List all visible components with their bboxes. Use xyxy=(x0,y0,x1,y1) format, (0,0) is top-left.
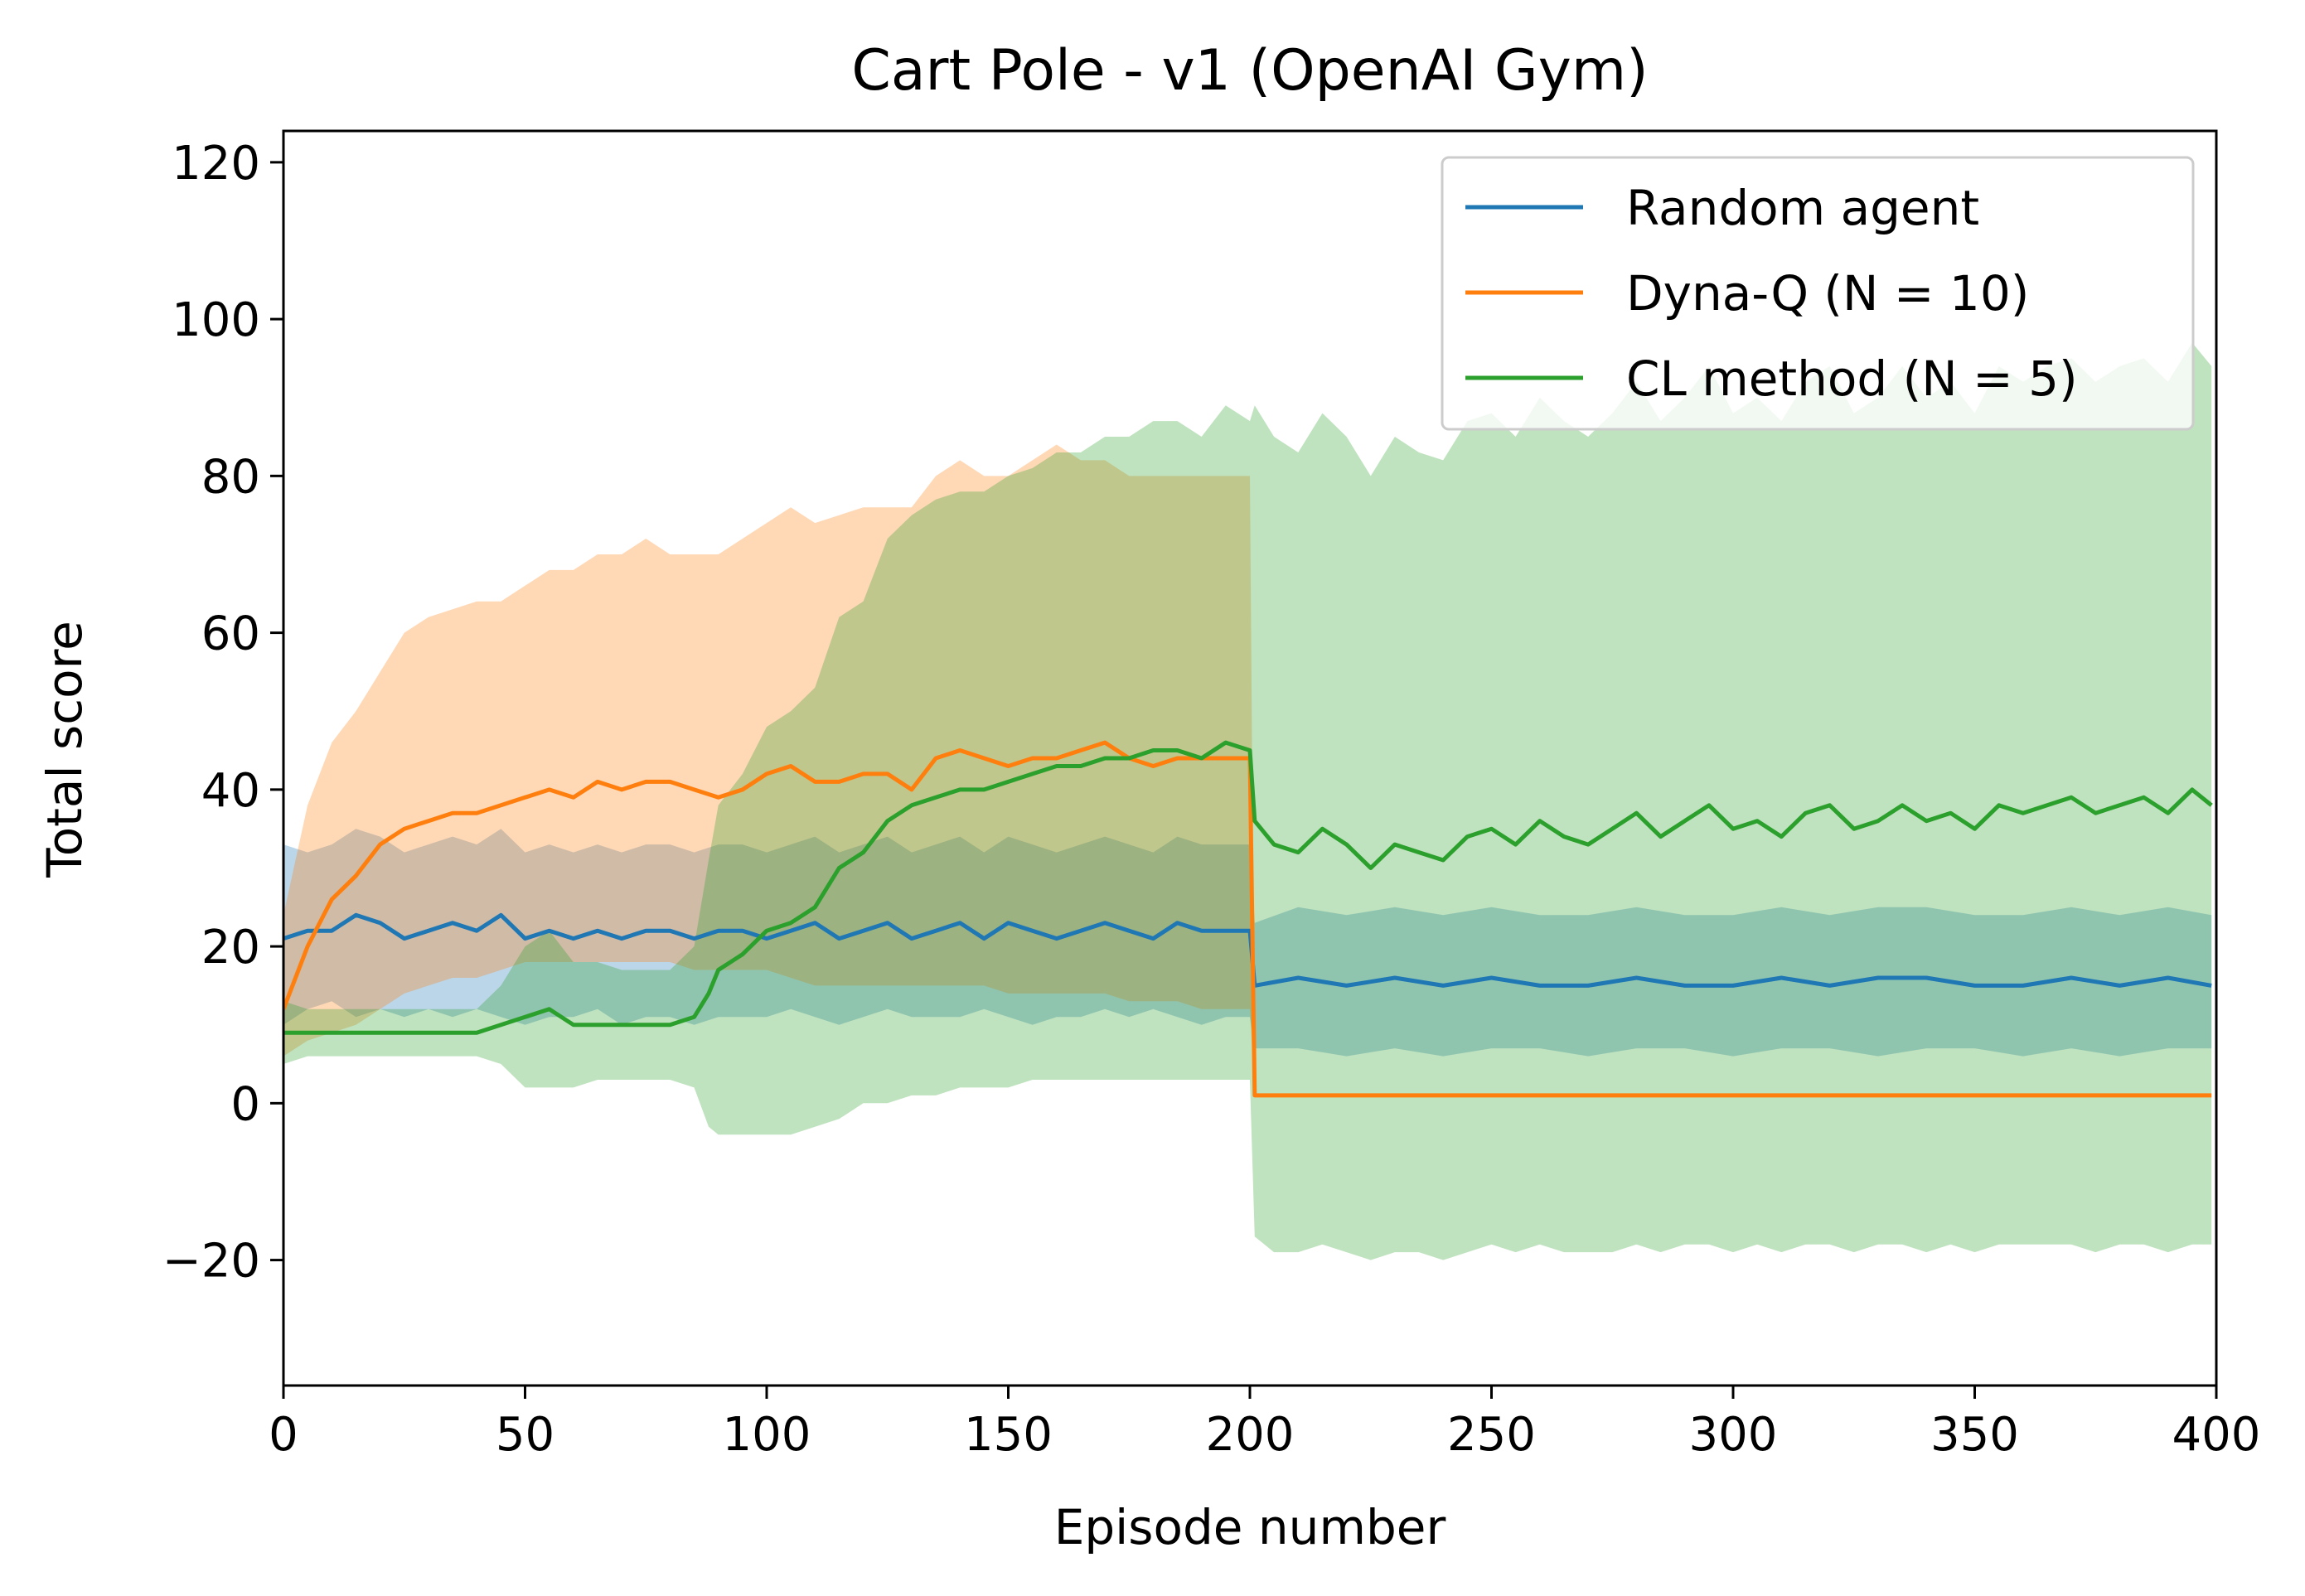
series-line-2 xyxy=(283,740,2213,1035)
y-tick-label-5: 80 xyxy=(201,450,260,504)
x-tick-label-4: 200 xyxy=(1206,1408,1295,1462)
y-tick-label-1: 0 xyxy=(230,1077,260,1131)
y-tick-label-2: 20 xyxy=(201,921,260,975)
axes: 0 50 100 150 200 250 300 350 400 −20 0 20 40 60 80 100 1… xyxy=(162,129,2261,1462)
legend-label-1: Dyna-Q (N = 10) xyxy=(1626,265,2029,322)
series-band-2 xyxy=(283,342,2212,1260)
legend: Random agent Dyna-Q (N = 10) CL method (N … xyxy=(1441,156,2195,431)
plot-area xyxy=(283,342,2213,1260)
legend-box xyxy=(1441,156,2195,431)
x-tick-label-1: 50 xyxy=(496,1408,554,1462)
x-tick-label-2: 100 xyxy=(723,1408,811,1462)
x-tick-label-8: 400 xyxy=(2172,1408,2261,1462)
y-tick-label-6: 100 xyxy=(172,293,260,347)
x-axis-label: Episode number xyxy=(1054,1499,1446,1555)
x-tick-label-0: 0 xyxy=(269,1408,298,1462)
legend-label-2: CL method (N = 5) xyxy=(1626,351,2078,407)
x-tick-label-5: 250 xyxy=(1447,1408,1536,1462)
y-tick-label-7: 120 xyxy=(172,137,260,191)
plot-content xyxy=(283,342,2213,1260)
x-tick-label-6: 300 xyxy=(1689,1408,1778,1462)
y-tick-label-4: 60 xyxy=(201,607,260,661)
series-line-0 xyxy=(283,912,2212,988)
x-tick-label-3: 150 xyxy=(964,1408,1053,1462)
y-tick-label-0: −20 xyxy=(162,1235,260,1289)
chart-title: Cart Pole - v1 (OpenAI Gym) xyxy=(851,38,1648,104)
y-axis-label: Total score xyxy=(36,621,93,878)
legend-label-0: Random agent xyxy=(1626,180,1979,236)
y-tick-label-3: 40 xyxy=(201,764,260,818)
series-band-0 xyxy=(283,829,2212,1057)
x-tick-label-7: 350 xyxy=(1930,1408,2019,1462)
